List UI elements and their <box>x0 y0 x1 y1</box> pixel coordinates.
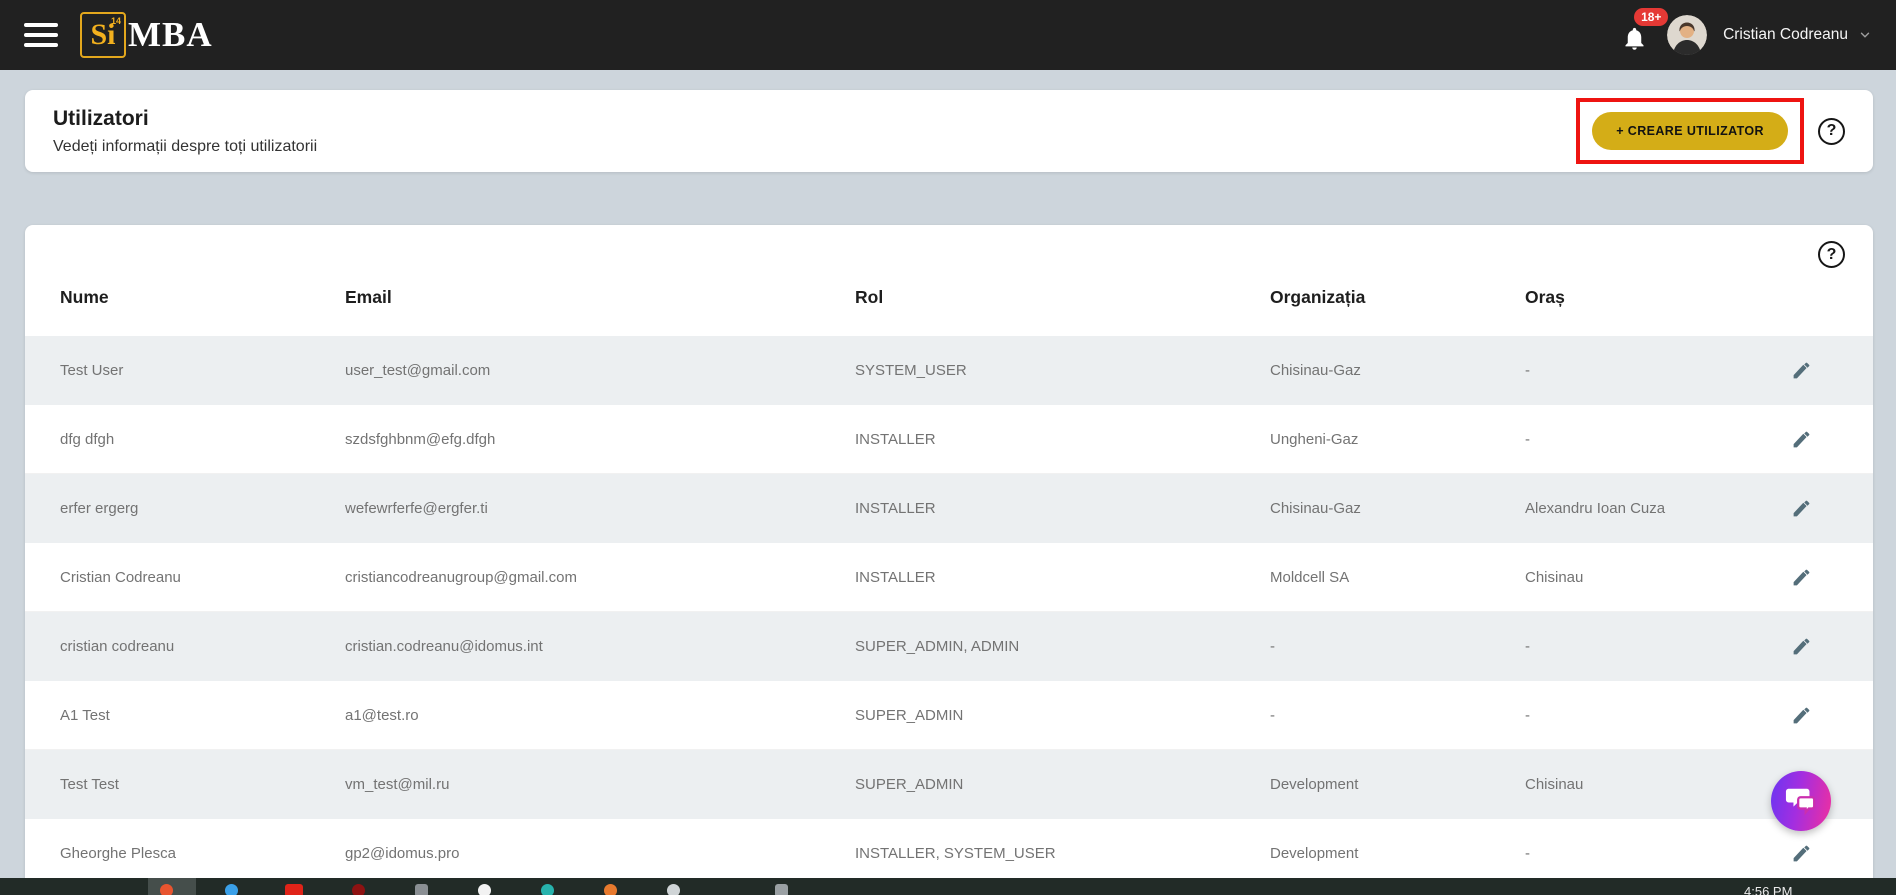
cell-rol: INSTALLER <box>855 569 1270 586</box>
cell-organizatia: - <box>1270 638 1525 655</box>
annotation-highlight: + CREARE UTILIZATOR <box>1576 98 1804 164</box>
chevron-down-icon[interactable] <box>1858 28 1872 42</box>
cell-organizatia: Ungheni-Gaz <box>1270 431 1525 448</box>
logo-si-box: Si 14 <box>80 12 126 58</box>
simba-logo[interactable]: Si 14 MBA <box>80 12 213 58</box>
table-row: cristian codreanu cristian.codreanu@idom… <box>25 612 1873 681</box>
column-header-nume: Nume <box>60 287 345 308</box>
cell-rol: INSTALLER, SYSTEM_USER <box>855 845 1270 862</box>
page-subtitle: Vedeți informații despre toți utilizator… <box>53 138 317 156</box>
page-header-text: Utilizatori Vedeți informații despre toț… <box>53 107 317 156</box>
avatar[interactable] <box>1667 15 1707 55</box>
cell-email: cristian.codreanu@idomus.int <box>345 638 855 655</box>
taskbar-clock[interactable]: 4:56 PM <box>1744 884 1792 895</box>
cell-oras: - <box>1525 362 1758 379</box>
taskbar-app-icon[interactable] <box>285 884 303 895</box>
cell-organizatia: Moldcell SA <box>1270 569 1525 586</box>
bell-icon <box>1621 25 1648 52</box>
topbar-right: 18+ Cristian Codreanu <box>1621 15 1872 55</box>
cell-nume: Test User <box>60 362 345 379</box>
topbar: Si 14 MBA 18+ Cristian Codreanu <box>0 0 1896 70</box>
cell-oras: - <box>1525 638 1758 655</box>
cell-rol: SUPER_ADMIN <box>855 707 1270 724</box>
table-header-row: Nume Email Rol Organizația Oraș <box>60 225 1838 336</box>
column-header-email: Email <box>345 287 855 308</box>
notification-badge: 18+ <box>1634 8 1668 26</box>
cell-organizatia: - <box>1270 707 1525 724</box>
cell-oras: Chisinau <box>1525 569 1758 586</box>
avatar-photo <box>1667 15 1707 55</box>
edit-row-button[interactable] <box>1791 843 1812 864</box>
cell-email: a1@test.ro <box>345 707 855 724</box>
cell-organizatia: Development <box>1270 776 1525 793</box>
cell-organizatia: Chisinau-Gaz <box>1270 362 1525 379</box>
edit-row-button[interactable] <box>1791 705 1812 726</box>
page-title: Utilizatori <box>53 107 317 131</box>
cell-rol: SUPER_ADMIN, ADMIN <box>855 638 1270 655</box>
chat-bubbles-icon <box>1785 787 1817 816</box>
edit-row-button[interactable] <box>1791 567 1812 588</box>
help-icon[interactable]: ? <box>1818 118 1845 145</box>
create-user-button[interactable]: + CREARE UTILIZATOR <box>1592 112 1788 150</box>
taskbar: 4:56 PM <box>0 878 1896 895</box>
chat-widget-button[interactable] <box>1771 771 1831 831</box>
table-row: A1 Test a1@test.ro SUPER_ADMIN - - <box>25 681 1873 750</box>
table-help-icon[interactable]: ? <box>1818 241 1845 268</box>
users-table-card: ? Nume Email Rol Organizația Oraș Test U… <box>25 225 1873 895</box>
cell-nume: A1 Test <box>60 707 345 724</box>
cell-nume: dfg dfgh <box>60 431 345 448</box>
table-row: Test Test vm_test@mil.ru SUPER_ADMIN Dev… <box>25 750 1873 819</box>
cell-oras: - <box>1525 845 1758 862</box>
taskbar-app-icon[interactable] <box>775 884 788 895</box>
cell-organizatia: Development <box>1270 845 1525 862</box>
user-name[interactable]: Cristian Codreanu <box>1723 26 1848 44</box>
taskbar-app-icon[interactable] <box>541 884 554 895</box>
column-header-rol: Rol <box>855 287 1270 308</box>
column-header-organizatia: Organizația <box>1270 287 1525 308</box>
table-row: Test User user_test@gmail.com SYSTEM_USE… <box>25 336 1873 405</box>
cell-rol: SUPER_ADMIN <box>855 776 1270 793</box>
edit-row-button[interactable] <box>1791 636 1812 657</box>
table-row: dfg dfgh szdsfghbnm@efg.dfgh INSTALLER U… <box>25 405 1873 474</box>
taskbar-app-icon[interactable] <box>604 884 617 895</box>
cell-oras: Chisinau <box>1525 776 1758 793</box>
cell-email: user_test@gmail.com <box>345 362 855 379</box>
cell-rol: INSTALLER <box>855 500 1270 517</box>
taskbar-app-icon[interactable] <box>667 884 680 895</box>
cell-oras: - <box>1525 707 1758 724</box>
taskbar-app-icon[interactable] <box>352 884 365 895</box>
cell-email: vm_test@mil.ru <box>345 776 855 793</box>
cell-rol: SYSTEM_USER <box>855 362 1270 379</box>
cell-rol: INSTALLER <box>855 431 1270 448</box>
cell-email: wefewrferfe@ergfer.ti <box>345 500 855 517</box>
cell-nume: erfer ergerg <box>60 500 345 517</box>
cell-organizatia: Chisinau-Gaz <box>1270 500 1525 517</box>
menu-icon[interactable] <box>24 23 58 47</box>
column-header-oras: Oraș <box>1525 287 1758 308</box>
taskbar-app-icon[interactable] <box>478 884 491 895</box>
header-actions: + CREARE UTILIZATOR ? <box>1576 98 1845 164</box>
cell-oras: Alexandru Ioan Cuza <box>1525 500 1758 517</box>
cell-email: gp2@idomus.pro <box>345 845 855 862</box>
edit-row-button[interactable] <box>1791 360 1812 381</box>
cell-oras: - <box>1525 431 1758 448</box>
edit-row-button[interactable] <box>1791 498 1812 519</box>
taskbar-app-icon[interactable] <box>160 884 173 895</box>
taskbar-app-icon[interactable] <box>415 884 428 895</box>
logo-superscript: 14 <box>111 16 121 26</box>
notifications-button[interactable]: 18+ <box>1621 18 1651 52</box>
cell-nume: Test Test <box>60 776 345 793</box>
taskbar-app-icon[interactable] <box>225 884 238 895</box>
logo-mba-text: MBA <box>128 15 213 55</box>
cell-email: cristiancodreanugroup@gmail.com <box>345 569 855 586</box>
cell-email: szdsfghbnm@efg.dfgh <box>345 431 855 448</box>
edit-row-button[interactable] <box>1791 429 1812 450</box>
cell-nume: cristian codreanu <box>60 638 345 655</box>
table-row: erfer ergerg wefewrferfe@ergfer.ti INSTA… <box>25 474 1873 543</box>
cell-nume: Cristian Codreanu <box>60 569 345 586</box>
cell-nume: Gheorghe Plesca <box>60 845 345 862</box>
page-header-card: Utilizatori Vedeți informații despre toț… <box>25 90 1873 172</box>
table-row: Cristian Codreanu cristiancodreanugroup@… <box>25 543 1873 612</box>
